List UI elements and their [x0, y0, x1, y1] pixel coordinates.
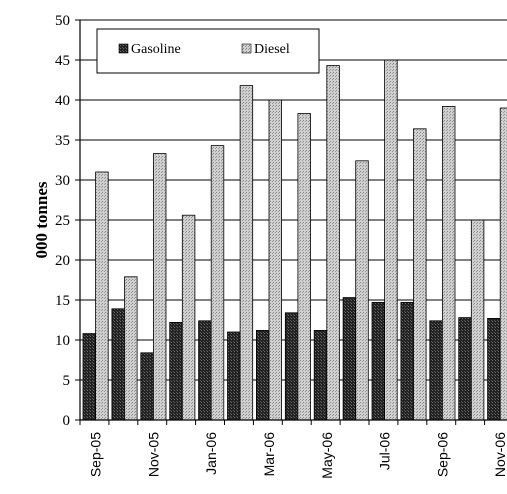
- axes: [75, 19, 507, 425]
- diesel-bar: [152, 153, 167, 421]
- diesel-bar: [239, 85, 254, 421]
- diesel-bar: [384, 59, 398, 421]
- y-tick-label: 30: [55, 173, 70, 189]
- y-tick-label: 40: [55, 93, 70, 109]
- x-tick-label: Nov-06: [492, 432, 507, 477]
- diesel-bar: [268, 99, 283, 421]
- legend: Gasoline Diesel: [96, 28, 320, 74]
- y-tick-label: 10: [55, 333, 70, 349]
- gasoline-bar: [169, 321, 183, 421]
- gasoline-bar: [342, 297, 357, 421]
- y-tick-label: 0: [63, 413, 71, 429]
- diesel-bar: [470, 219, 485, 421]
- diesel-bar: [210, 145, 225, 421]
- legend-swatch-gasoline: [118, 43, 129, 54]
- y-tick-label: 5: [63, 373, 71, 389]
- gasoline-bar: [313, 329, 328, 421]
- x-tick-labels: Sep-05 Nov-05 Jan-06 Mar-06 May-06 Jul-06 Sep-…: [88, 432, 507, 479]
- diesel-bar: [441, 106, 456, 421]
- gasoline-bar: [400, 301, 414, 421]
- x-tick-label: Sep-05: [88, 432, 104, 477]
- diesel-bar: [124, 276, 138, 421]
- y-tick-label: 35: [55, 133, 70, 149]
- y-tick-labels: 0 5 10 15 20 25 30 35 40 45 50: [55, 13, 70, 429]
- gasoline-bar: [82, 333, 97, 421]
- legend-label-gasoline: Gasoline: [131, 42, 181, 57]
- gasoline-bar: [429, 320, 443, 421]
- diesel-bar: [326, 65, 340, 421]
- gasoline-bar: [284, 312, 299, 421]
- diesel-bar: [355, 160, 369, 421]
- x-tick-label: May-06: [319, 432, 335, 479]
- gasoline-bar: [111, 308, 125, 421]
- x-tick-label: Jan-06: [203, 432, 219, 475]
- x-tick-label: Nov-05: [145, 432, 161, 477]
- x-tick-label: Sep-06: [434, 432, 450, 477]
- diesel-bar: [181, 214, 196, 421]
- y-tick-label: 50: [55, 13, 70, 29]
- y-tick-label: 20: [55, 253, 70, 269]
- diesel-bar: [297, 113, 311, 421]
- bars: [82, 59, 507, 421]
- gasoline-bar: [227, 331, 241, 421]
- gasoline-bar: [140, 352, 154, 421]
- y-tick-label: 45: [55, 53, 70, 69]
- legend-label-diesel: Diesel: [254, 42, 290, 57]
- gasoline-bar: [255, 329, 270, 421]
- y-tick-label: 15: [55, 293, 70, 309]
- x-tick-label: Mar-06: [261, 432, 277, 477]
- y-tick-label: 25: [55, 213, 70, 229]
- x-tick-label: Jul-06: [377, 432, 393, 470]
- gasoline-bar: [371, 301, 386, 421]
- gasoline-bar: [198, 320, 212, 421]
- gasoline-bar: [458, 317, 472, 421]
- diesel-bar: [95, 171, 109, 421]
- legend-box: [96, 28, 320, 74]
- diesel-bar: [413, 128, 427, 421]
- y-axis-label: 000 tonnes: [32, 181, 51, 258]
- legend-swatch-diesel: [241, 43, 252, 54]
- gasoline-bar: [487, 317, 501, 421]
- diesel-bar: [499, 107, 507, 421]
